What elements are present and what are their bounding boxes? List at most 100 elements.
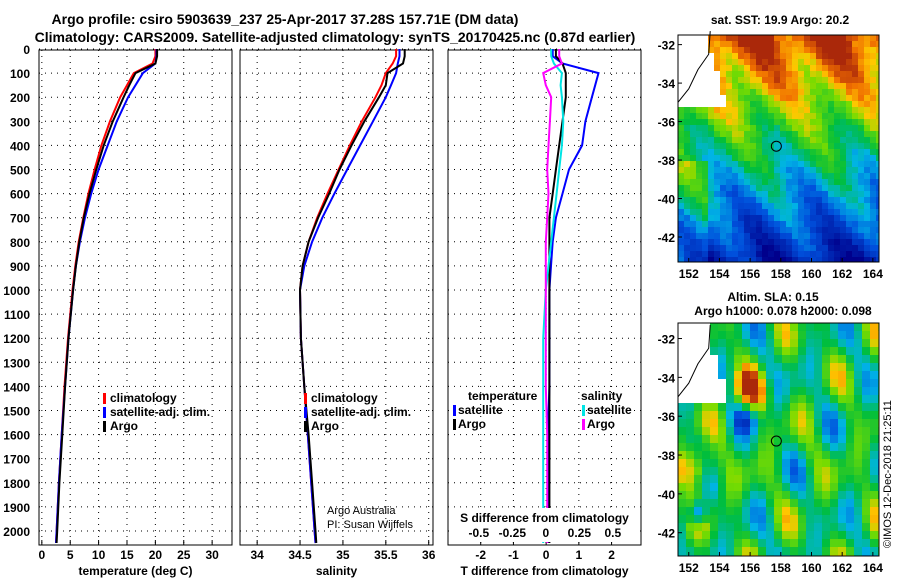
map-cell — [774, 77, 780, 83]
map-cell — [834, 167, 840, 173]
map-cell — [762, 149, 768, 155]
map-cell — [804, 131, 810, 137]
map-cell — [838, 371, 846, 379]
map-cell — [804, 95, 810, 101]
map-cell — [834, 179, 840, 185]
map-cell — [766, 539, 774, 547]
map-cell — [814, 459, 822, 467]
map-cell — [798, 539, 806, 547]
map-cell — [840, 131, 846, 137]
map-cell — [710, 355, 718, 363]
map-cell — [854, 419, 862, 427]
map-cell — [786, 227, 792, 233]
map-cell — [846, 245, 852, 251]
map-cell — [876, 35, 879, 41]
map-cell — [690, 59, 696, 65]
map-cell — [810, 167, 816, 173]
map-cell — [732, 65, 738, 71]
map-cell — [734, 523, 742, 531]
map-cell — [774, 233, 780, 239]
map-cell — [710, 347, 718, 355]
map-cell — [756, 101, 762, 107]
map-cell — [710, 403, 718, 411]
map-cell — [750, 523, 758, 531]
map-cell — [744, 197, 750, 203]
salinity-panel: 34 34.5 35 35.5 36salinityclimatologysatelli… — [239, 48, 436, 578]
map-cell — [792, 161, 798, 167]
legend-label: Argo — [458, 417, 486, 431]
map-cell — [798, 155, 804, 161]
map-cell — [804, 167, 810, 173]
map-cell — [734, 323, 742, 331]
map-cell — [732, 125, 738, 131]
map-cell — [798, 131, 804, 137]
plot-frame — [239, 49, 434, 546]
map-cell — [806, 539, 814, 547]
map-cell — [758, 395, 766, 403]
map-cell — [720, 179, 726, 185]
x-tick-label: 34 — [250, 548, 264, 562]
map-cell — [806, 515, 814, 523]
map-cell — [798, 125, 804, 131]
map-cell — [694, 347, 702, 355]
map-cell — [766, 387, 774, 395]
lon-tick-label: 158 — [771, 267, 791, 281]
map-cell — [718, 347, 726, 355]
map-cell — [798, 379, 806, 387]
map-cell — [774, 435, 782, 443]
map-cell — [810, 47, 816, 53]
map-cell — [810, 221, 816, 227]
map-cell — [738, 53, 744, 59]
map-cell — [690, 179, 696, 185]
map-cell — [822, 331, 830, 339]
map-cell — [738, 107, 744, 113]
map-cell — [852, 257, 858, 262]
map-cell — [714, 41, 720, 47]
map-cell — [756, 203, 762, 209]
map-cell — [756, 149, 762, 155]
map-cell — [782, 363, 790, 371]
map-cell — [870, 107, 876, 113]
map-cell — [804, 185, 810, 191]
map-cell — [830, 523, 838, 531]
map-cell — [744, 161, 750, 167]
map-cell — [862, 427, 870, 435]
map-cell — [838, 499, 846, 507]
map-cell — [738, 185, 744, 191]
map-cell — [854, 395, 862, 403]
map-cell — [678, 185, 684, 191]
map-cell — [744, 215, 750, 221]
map-cell — [862, 515, 870, 523]
map-cell — [806, 491, 814, 499]
map-cell — [696, 215, 702, 221]
map-cell — [762, 95, 768, 101]
lon-tick-label: 152 — [679, 561, 699, 575]
coastline — [677, 324, 711, 398]
map-cell — [828, 95, 834, 101]
map-cell — [734, 507, 742, 515]
map-cell — [774, 387, 782, 395]
map-cell — [854, 427, 862, 435]
map-cell — [738, 197, 744, 203]
map-cell — [684, 59, 690, 65]
map-cell — [806, 443, 814, 451]
map-cell — [810, 77, 816, 83]
map-cell — [742, 491, 750, 499]
map-cell — [702, 197, 708, 203]
map-cell — [714, 251, 720, 257]
map-cell — [694, 355, 702, 363]
map-cell — [830, 451, 838, 459]
map-cell — [838, 323, 846, 331]
map-cell — [702, 209, 708, 215]
map-cell — [786, 251, 792, 257]
map-cell — [782, 347, 790, 355]
map-cell — [678, 523, 686, 531]
map-cell — [870, 459, 878, 467]
lat-tick-label: -32 — [658, 39, 676, 53]
map-cell — [786, 89, 792, 95]
map-cell — [790, 451, 798, 459]
map-cell — [690, 221, 696, 227]
map-cell — [714, 149, 720, 155]
map-cell — [798, 499, 806, 507]
map-cell — [726, 35, 732, 41]
